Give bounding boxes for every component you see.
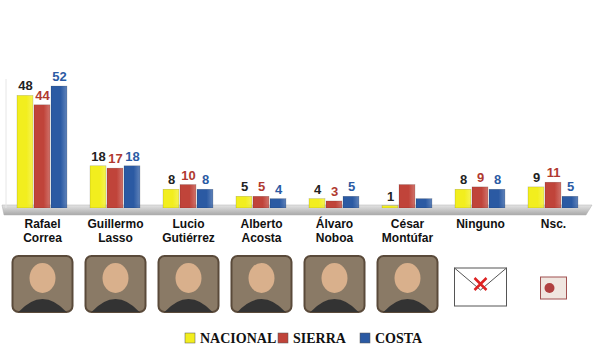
data-label: 8	[494, 172, 501, 187]
data-label: 9	[533, 170, 540, 185]
bar	[562, 196, 578, 208]
bar	[528, 187, 544, 208]
data-labels: 484452181718810855443518989115	[18, 69, 574, 204]
photo	[86, 256, 146, 312]
data-label: 3	[331, 184, 338, 199]
data-label: 8	[460, 172, 467, 187]
bar	[472, 187, 488, 208]
data-label: 5	[567, 179, 574, 194]
data-label: 5	[241, 179, 248, 194]
category-label: RafaelCorrea	[23, 217, 62, 245]
photo	[232, 256, 292, 312]
category-label: AlbertoAcosta	[241, 217, 283, 245]
bar	[270, 199, 286, 208]
bar	[124, 166, 140, 208]
bar	[326, 201, 342, 208]
bar	[163, 189, 179, 208]
data-label: 1	[387, 189, 394, 204]
data-label: 17	[108, 151, 122, 166]
data-label: 18	[125, 149, 139, 164]
bar	[107, 168, 123, 208]
data-label: 11	[547, 165, 561, 180]
data-label: 44	[35, 88, 50, 103]
bar	[51, 86, 67, 208]
photo	[455, 268, 507, 306]
category-label: GuillermoLasso	[87, 217, 143, 245]
data-label: 9	[477, 170, 484, 185]
photo	[378, 256, 438, 312]
legend-label: SIERRA	[293, 331, 347, 346]
legend: NACIONAL SIERRA COSTA	[185, 331, 423, 346]
data-label: 18	[91, 149, 105, 164]
bar	[34, 105, 50, 208]
category-label: Ninguno	[456, 217, 505, 231]
data-label: 4	[275, 182, 283, 197]
data-label: 10	[181, 168, 195, 183]
data-label: 5	[348, 179, 355, 194]
legend-swatch	[185, 333, 195, 343]
photo	[159, 256, 219, 312]
data-label: 4	[314, 182, 322, 197]
legend-label: COSTA	[375, 331, 423, 346]
bar	[399, 185, 415, 208]
data-label: 48	[18, 78, 32, 93]
category-label: LucioGutiérrez	[162, 217, 215, 245]
data-label: 52	[52, 69, 66, 84]
bar	[545, 182, 561, 208]
bar	[416, 199, 432, 208]
bar	[382, 206, 398, 208]
legend-swatch	[278, 333, 288, 343]
bar	[180, 185, 196, 208]
data-label: 8	[168, 172, 175, 187]
bar	[489, 189, 505, 208]
category-label: Nsc.	[541, 217, 566, 231]
bar	[90, 166, 106, 208]
photo	[305, 256, 365, 312]
category-label: ÁlvaroNoboa	[316, 216, 354, 245]
data-label: 8	[202, 172, 209, 187]
legend-label: NACIONAL	[200, 331, 276, 346]
data-label: 5	[258, 179, 265, 194]
category-label: CésarMontúfar	[382, 217, 434, 245]
y-axis	[6, 79, 7, 208]
bar	[197, 189, 213, 208]
bars	[17, 86, 578, 208]
bar	[455, 189, 471, 208]
bar	[17, 95, 33, 208]
bar	[236, 196, 252, 208]
chart: 484452181718810855443518989115RafaelCorr…	[0, 0, 593, 357]
bar	[309, 199, 325, 208]
photo	[541, 277, 567, 299]
photo	[13, 256, 73, 312]
bar	[343, 196, 359, 208]
legend-swatch	[360, 333, 370, 343]
bar	[253, 196, 269, 208]
